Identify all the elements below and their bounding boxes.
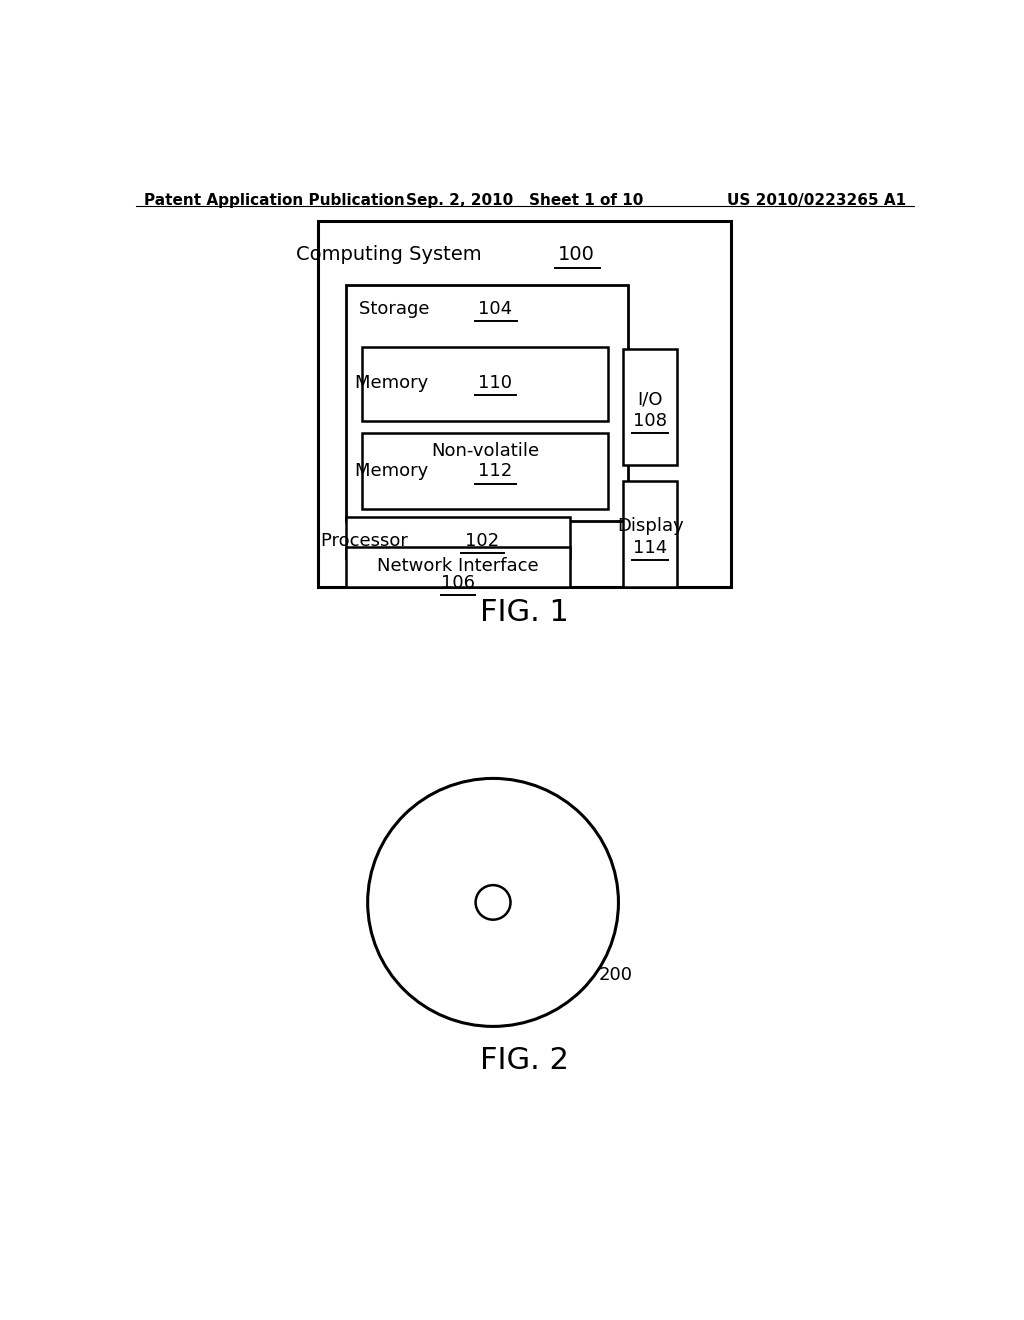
FancyBboxPatch shape <box>346 517 570 558</box>
Text: Storage: Storage <box>358 300 435 318</box>
Text: 102: 102 <box>465 532 499 549</box>
FancyBboxPatch shape <box>624 350 677 466</box>
Ellipse shape <box>475 886 511 920</box>
Text: 100: 100 <box>558 246 595 264</box>
Text: Processor: Processor <box>322 532 414 549</box>
Text: Network Interface: Network Interface <box>377 557 539 576</box>
FancyBboxPatch shape <box>362 433 608 510</box>
Text: 114: 114 <box>633 539 668 557</box>
FancyBboxPatch shape <box>318 222 731 587</box>
Ellipse shape <box>368 779 618 1027</box>
FancyBboxPatch shape <box>624 480 677 587</box>
Text: Patent Application Publication: Patent Application Publication <box>143 193 404 209</box>
Text: 104: 104 <box>478 300 512 318</box>
Text: Sep. 2, 2010   Sheet 1 of 10: Sep. 2, 2010 Sheet 1 of 10 <box>407 193 643 209</box>
FancyBboxPatch shape <box>346 546 570 587</box>
Text: 106: 106 <box>441 574 475 593</box>
Text: Display: Display <box>616 517 684 536</box>
Text: FIG. 1: FIG. 1 <box>480 598 569 627</box>
Text: Non-volatile: Non-volatile <box>431 442 540 461</box>
Text: 200: 200 <box>599 965 633 983</box>
Text: 110: 110 <box>477 374 512 392</box>
Text: Memory: Memory <box>355 462 434 480</box>
FancyBboxPatch shape <box>346 285 628 521</box>
Text: FIG. 2: FIG. 2 <box>480 1047 569 1076</box>
Text: Memory: Memory <box>355 374 434 392</box>
Text: US 2010/0223265 A1: US 2010/0223265 A1 <box>727 193 905 209</box>
Text: 108: 108 <box>633 412 668 429</box>
Text: Computing System: Computing System <box>296 246 487 264</box>
Text: I/O: I/O <box>637 391 663 408</box>
Text: 112: 112 <box>477 462 512 480</box>
FancyBboxPatch shape <box>362 347 608 421</box>
